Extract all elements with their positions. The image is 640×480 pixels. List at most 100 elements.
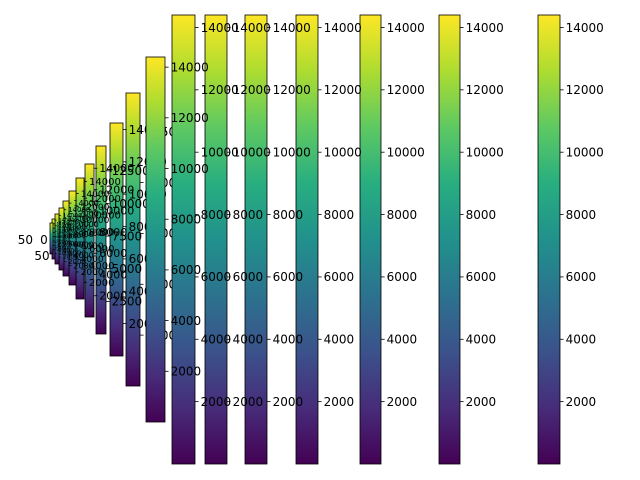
colorbar-tick-label: 10000 <box>273 146 311 160</box>
colorbar-tick-label: 12000 <box>466 83 504 97</box>
colorbar-tick-label: 4000 <box>73 251 93 260</box>
colorbar-gradient <box>49 222 54 255</box>
colorbar-tick-label: 10000 <box>171 162 209 176</box>
main-axes: 50 50 0 <box>18 233 50 263</box>
colorbar-gradient <box>359 14 382 465</box>
colorbar: 2500 5000 7500 10000 12500 <box>95 145 150 335</box>
colorbar-gradient <box>537 14 561 465</box>
colorbar-tick-label: 12000 <box>63 219 82 226</box>
colorbar-tick-label: 2000 <box>57 247 68 252</box>
colorbar-tick-label: 4000 <box>171 314 202 328</box>
colorbar-tick-label: 12000 <box>171 111 209 125</box>
colorbar-tick-label: 4000 <box>466 333 497 347</box>
colorbar-tick-label: 6000 <box>99 247 127 260</box>
colorbar-tick-label: 2000 <box>387 395 418 409</box>
colorbar-tick-label: 2000 <box>81 268 104 278</box>
colorbar-tick-label: 2000 <box>324 395 355 409</box>
colorbar-tick-label: 8000 <box>73 230 93 239</box>
colorbar-tick-label: 2000 <box>233 395 264 409</box>
colorbar-tick-label: 6000 <box>387 270 418 284</box>
colorbar-tick-label: 6000 <box>566 270 597 284</box>
colorbar-tick-label: 14000 <box>171 60 209 74</box>
colorbar-tick-label: 5000 <box>112 262 143 276</box>
colorbar-tick-label: 4000 <box>99 268 127 281</box>
colorbar-tick-label: 4000 <box>233 333 264 347</box>
colorbar-tick-label: 4000 <box>387 333 418 347</box>
colorbar-tick-label: 2000 <box>68 258 86 266</box>
colorbar-tick-label: 10000 <box>59 229 75 235</box>
colorbar-tick-label: 14000 <box>73 199 98 208</box>
colorbar-tick-label: 10000 <box>81 216 110 226</box>
colorbar-tick-label: 8000 <box>466 208 497 222</box>
colorbar-tick-label: 8000 <box>324 208 355 222</box>
colorbar-tick-label: 14000 <box>233 21 271 35</box>
colorbar-tick-label: 2000 <box>89 278 114 289</box>
colorbar-gradient <box>438 14 461 465</box>
colorbar-tick-label: 8000 <box>59 235 72 241</box>
colorbar-tick-label: 14000 <box>89 177 121 188</box>
colorbar-tick-label: 2000 <box>201 395 232 409</box>
colorbar-tick-label: 12000 <box>566 83 604 97</box>
colorbar-tick-label: 2000 <box>73 261 93 270</box>
colorbar-tick-label: 10000 <box>112 197 150 211</box>
colorbar-tick-label: 4000 <box>324 333 355 347</box>
colorbar-tick-label: 10000 <box>99 205 134 218</box>
colorbar-tick-label: 14000 <box>81 190 110 200</box>
colorbar-tick-label: 6000 <box>59 240 72 246</box>
colorbar-tick-label: 12000 <box>324 83 362 97</box>
colorbar-tick-label: 6000 <box>81 242 104 252</box>
colorbar-gradient <box>244 14 268 465</box>
colorbar-tick-label: 8000 <box>387 208 418 222</box>
colorbar-tick-label: 2000 <box>171 365 202 379</box>
colorbar-tick-label: 2000 <box>566 395 597 409</box>
colorbar-gradient <box>109 122 124 357</box>
colorbar-tick-label: 2500 <box>112 295 143 309</box>
colorbar-tick-label: 2000 <box>59 251 72 257</box>
colorbar-gradient <box>145 56 166 423</box>
colorbar-tick-label: 14000 <box>273 21 311 35</box>
colorbar-tick-label: 14000 <box>324 21 362 35</box>
colorbar-tick-label: 6000 <box>57 239 68 244</box>
colorbar-tick-label: 12000 <box>201 83 239 97</box>
colorbar-tick-label: 2000 <box>466 395 497 409</box>
colorbar-tick-label: 10000 <box>387 146 425 160</box>
colorbar-tick-label: 4000 <box>59 246 72 252</box>
colorbar-tick-label: 8000 <box>63 233 78 240</box>
colorbar-tick-label: 10000 <box>57 230 70 235</box>
colorbar-tick-label: 6000 <box>89 244 114 255</box>
colorbar-tick-label: 12000 <box>57 226 70 231</box>
colorbar-tick-label: 7500 <box>112 229 143 243</box>
colorbar-gradient <box>295 14 319 465</box>
colorbar-group: 2000 4000 6000 8000 10000 12000 14000 2000 4000 6… <box>145 14 604 465</box>
colorbar-tick-label: 14000 <box>59 218 75 224</box>
colorbar-tick-label: 4000 <box>201 333 232 347</box>
colorbar-gradient <box>204 14 228 465</box>
colorbar-tick-label: 6000 <box>233 270 264 284</box>
colorbar-tick-label: 12000 <box>59 223 75 229</box>
colorbar-tick-label: 6000 <box>466 270 497 284</box>
colorbar-tick-label: 6000 <box>63 240 78 247</box>
colorbar-tick-label: 10000 <box>68 223 90 231</box>
colorbar-tick-label: 10000 <box>89 211 121 222</box>
colorbar-tick-label: 12000 <box>99 183 134 196</box>
colorbar-tick-label: 14000 <box>63 213 82 220</box>
colorbar-tick-label: 6000 <box>201 270 232 284</box>
colorbar-tick-label: 10000 <box>324 146 362 160</box>
colorbar-gradient <box>125 92 141 387</box>
colorbar-tick-label: 4000 <box>57 243 68 248</box>
colorbar-tick-label: 14000 <box>99 162 134 175</box>
colorbar-tick-label: 12000 <box>81 203 110 213</box>
colorbar-tick-label: 10000 <box>233 146 271 160</box>
